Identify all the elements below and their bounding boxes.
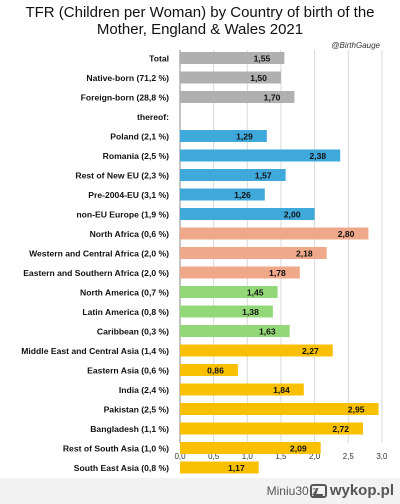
bar-value-label: 1,17 [228, 463, 245, 473]
x-tick-label: 2,5 [343, 452, 355, 461]
category-label: Western and Central Africa (2,0 %) [29, 249, 169, 259]
category-label: Total [149, 54, 169, 64]
watermark: @BirthGauge [331, 41, 380, 50]
category-label: India (2,4 %) [119, 385, 169, 395]
bar-chart: 0,0 0,5 1,0 1,5 2,0 2,5 3,0 Total 1,55 Native-bor… [21, 50, 388, 474]
bar-value-label: 1,55 [254, 54, 271, 64]
bar [180, 422, 364, 435]
x-tick-label: 0,5 [208, 452, 220, 461]
footer-bar: Miniu30 z wykop.pl [0, 478, 400, 504]
bar [180, 461, 259, 474]
category-label: Bangladesh (1,1 %) [90, 424, 169, 434]
bar [180, 286, 278, 298]
category-label: Romania (2,5 %) [103, 151, 170, 161]
category-label: Rest of South Asia (1,0 %) [63, 444, 169, 454]
category-label: Caribbean (0,3 %) [97, 327, 169, 337]
category-label: Poland (2,1 %) [110, 132, 169, 142]
category-label: North Africa (0,6 %) [90, 229, 170, 239]
bar [180, 442, 321, 454]
category-label: North America (0,7 %) [80, 288, 169, 298]
category-label: Native-born (71,2 %) [86, 73, 169, 83]
category-label: South East Asia (0,8 %) [74, 463, 169, 473]
bar [180, 71, 281, 84]
chart-title: TFR (Children per Woman) by Country of b… [0, 4, 400, 38]
x-tick-label: 1,5 [275, 452, 287, 461]
bar [180, 247, 327, 259]
bar [180, 169, 286, 181]
wykop-logo-text: wykop.pl [329, 482, 394, 499]
category-label: Pakistan (2,5 %) [104, 405, 170, 415]
bar-value-label: 1,70 [264, 93, 281, 103]
bar-value-label: 1,38 [242, 307, 259, 317]
bar-value-label: 2,80 [338, 229, 355, 239]
x-tick-label: 2,0 [309, 452, 321, 461]
bar [180, 266, 300, 279]
bar [180, 208, 315, 220]
bar-value-label: 0,86 [207, 366, 224, 376]
bar-value-label: 2,38 [309, 151, 326, 161]
category-label: non-EU Europe (1,9 %) [76, 210, 169, 220]
bar-value-label: 2,95 [348, 405, 365, 415]
bar [180, 149, 341, 162]
bar [180, 227, 369, 240]
bar-value-label: 1,84 [273, 385, 290, 395]
bar-value-label: 1,26 [234, 190, 251, 200]
bar [180, 91, 295, 103]
bar-value-label: 2,00 [284, 210, 301, 220]
bar-value-label: 1,29 [236, 132, 253, 142]
bar [180, 188, 265, 201]
category-label: Rest of New EU (2,3 %) [75, 171, 169, 181]
chart-title-line-2: Mother, England & Wales 2021 [96, 21, 304, 38]
bar-value-label: 2,09 [290, 444, 307, 454]
bar [180, 403, 379, 415]
bar-value-label: 1,78 [269, 268, 286, 278]
x-tick-label: 1,0 [242, 452, 254, 461]
x-tick-label: 3,0 [376, 452, 388, 461]
category-label: thereof: [137, 112, 169, 122]
bar-value-label: 1,57 [255, 171, 272, 181]
bar-value-label: 2,18 [296, 249, 313, 259]
category-label: Pre-2004-EU (3,1 %) [88, 190, 169, 200]
bar-value-label: 1,63 [259, 327, 276, 337]
wykop-logo-icon [309, 483, 327, 498]
category-label: Eastern Asia (0,6 %) [87, 366, 169, 376]
bar [180, 130, 267, 142]
bar-value-label: 1,50 [250, 73, 267, 83]
footer-user-text[interactable]: Miniu30 z [266, 484, 318, 498]
bar-value-label: 1,45 [247, 288, 264, 298]
bar [180, 364, 238, 376]
bar [180, 52, 285, 64]
category-label: Foreign-born (28,8 %) [81, 93, 169, 103]
x-tick-label: 0,0 [174, 452, 186, 461]
bar [180, 325, 290, 337]
bar-value-label: 2,72 [332, 424, 349, 434]
chart-title-line-1: TFR (Children per Woman) by Country of b… [25, 4, 375, 21]
category-label: Latin America (0,8 %) [82, 307, 169, 317]
bar-value-label: 2,27 [302, 346, 319, 356]
category-label: Middle East and Central Asia (1,4 %) [21, 346, 169, 356]
wykop-logo[interactable]: wykop.pl [309, 482, 394, 499]
category-label: Eastern and Southern Africa (2,0 %) [23, 268, 169, 278]
bar [180, 344, 333, 357]
bar [180, 383, 304, 396]
bar [180, 305, 273, 318]
